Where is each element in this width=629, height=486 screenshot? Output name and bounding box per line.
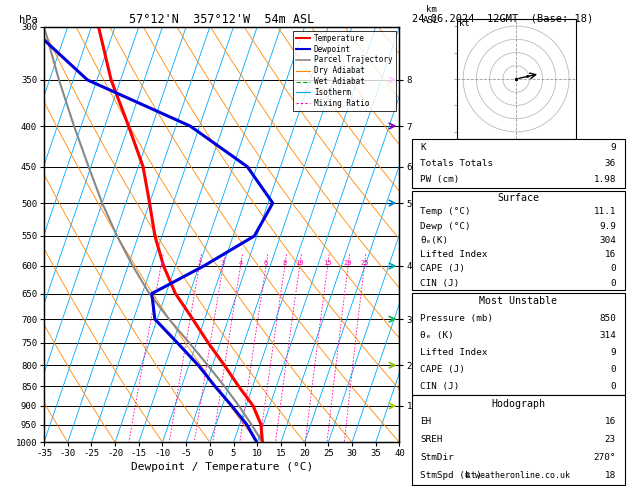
Text: km
ASL: km ASL	[423, 5, 440, 25]
Text: LCL: LCL	[426, 438, 441, 447]
X-axis label: Dewpoint / Temperature (°C): Dewpoint / Temperature (°C)	[131, 462, 313, 472]
Text: CAPE (J): CAPE (J)	[421, 364, 465, 374]
Text: Temp (°C): Temp (°C)	[421, 208, 471, 216]
Text: 304: 304	[599, 236, 616, 245]
Text: 1.98: 1.98	[594, 175, 616, 185]
Text: Surface: Surface	[498, 192, 539, 203]
Text: 23: 23	[605, 435, 616, 444]
Text: 25: 25	[360, 260, 369, 266]
Text: StmDir: StmDir	[421, 453, 454, 462]
Text: 18: 18	[605, 471, 616, 480]
Text: 36: 36	[605, 159, 616, 168]
Text: Hodograph: Hodograph	[491, 399, 545, 409]
Text: θₑ (K): θₑ (K)	[421, 330, 454, 340]
Text: 15: 15	[323, 260, 332, 266]
Text: 270°: 270°	[594, 453, 616, 462]
Text: 1: 1	[159, 260, 163, 266]
Text: © weatheronline.co.uk: © weatheronline.co.uk	[465, 471, 569, 480]
Text: 0: 0	[611, 264, 616, 273]
Text: 0: 0	[611, 382, 616, 391]
Text: Mixing Ratio (g/kg): Mixing Ratio (g/kg)	[460, 183, 469, 286]
Text: StmSpd (kt): StmSpd (kt)	[421, 471, 482, 480]
Text: kt: kt	[459, 19, 470, 28]
Text: 16: 16	[605, 250, 616, 259]
Text: Totals Totals: Totals Totals	[421, 159, 494, 168]
Text: 2: 2	[198, 260, 201, 266]
Text: 9: 9	[611, 143, 616, 152]
Text: 8: 8	[282, 260, 287, 266]
Text: 6: 6	[264, 260, 268, 266]
Text: EH: EH	[421, 417, 431, 426]
Legend: Temperature, Dewpoint, Parcel Trajectory, Dry Adiabat, Wet Adiabat, Isotherm, Mi: Temperature, Dewpoint, Parcel Trajectory…	[293, 31, 396, 111]
Text: 314: 314	[599, 330, 616, 340]
Text: 11.1: 11.1	[594, 208, 616, 216]
Text: 9: 9	[611, 347, 616, 357]
Text: 850: 850	[599, 313, 616, 323]
Text: 4: 4	[238, 260, 243, 266]
Text: Lifted Index: Lifted Index	[421, 347, 488, 357]
Text: 20: 20	[344, 260, 352, 266]
Text: Lifted Index: Lifted Index	[421, 250, 488, 259]
Text: 9.9: 9.9	[599, 222, 616, 230]
Text: Most Unstable: Most Unstable	[479, 296, 557, 306]
Text: CAPE (J): CAPE (J)	[421, 264, 465, 273]
Text: PW (cm): PW (cm)	[421, 175, 460, 185]
Text: 10: 10	[296, 260, 304, 266]
Title: 57°12'N  357°12'W  54m ASL: 57°12'N 357°12'W 54m ASL	[129, 13, 314, 26]
Text: Dewp (°C): Dewp (°C)	[421, 222, 471, 230]
Text: SREH: SREH	[421, 435, 443, 444]
Text: K: K	[421, 143, 426, 152]
Text: 16: 16	[605, 417, 616, 426]
Text: Pressure (mb): Pressure (mb)	[421, 313, 494, 323]
Text: 0: 0	[611, 364, 616, 374]
Text: CIN (J): CIN (J)	[421, 278, 460, 288]
Text: 3: 3	[221, 260, 225, 266]
Text: 0: 0	[611, 278, 616, 288]
Text: CIN (J): CIN (J)	[421, 382, 460, 391]
Text: 24.06.2024  12GMT  (Base: 18): 24.06.2024 12GMT (Base: 18)	[412, 13, 593, 23]
Text: hPa: hPa	[19, 15, 38, 25]
Text: θₑ(K): θₑ(K)	[421, 236, 448, 245]
